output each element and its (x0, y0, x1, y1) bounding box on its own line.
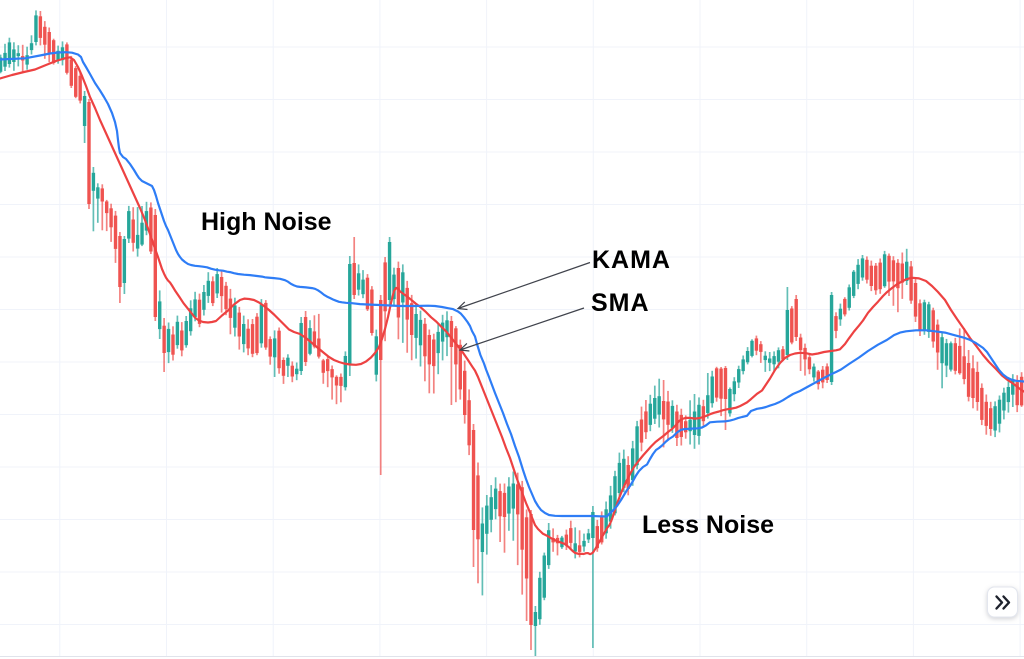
svg-text:High Noise: High Noise (201, 208, 332, 236)
svg-text:SMA: SMA (591, 289, 650, 317)
svg-text:Less Noise: Less Noise (642, 511, 774, 539)
svg-text:KAMA: KAMA (592, 246, 671, 274)
